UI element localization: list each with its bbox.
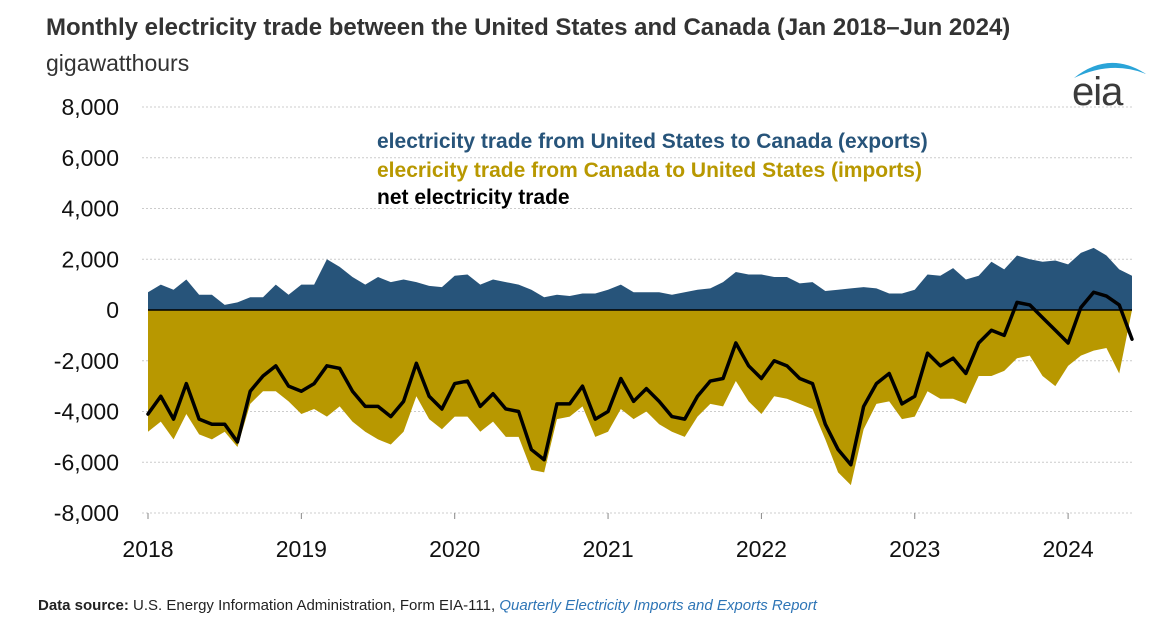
source-report-link[interactable]: Quarterly Electricity Imports and Export… — [499, 597, 817, 614]
x-tick-label: 2018 — [122, 536, 173, 562]
x-axis: 2018 2019 2020 2021 2022 2023 2024 — [122, 513, 1094, 562]
y-axis: 8,000 6,000 4,000 2,000 0 -2,000 -4,000 -6,000 -… — [54, 94, 119, 526]
x-tick-label: 2020 — [429, 536, 480, 562]
legend-entry: electricity trade from United States to … — [377, 130, 928, 153]
y-tick-label: 4,000 — [61, 196, 119, 222]
line-series — [146, 290, 1134, 467]
net-trade-line — [146, 290, 1134, 467]
y-tick-label: -4,000 — [54, 399, 119, 425]
x-tick-label: 2022 — [736, 536, 787, 562]
source-label: Data source: — [38, 597, 129, 614]
y-tick-label: -8,000 — [54, 500, 119, 526]
y-tick-label: -6,000 — [54, 449, 119, 475]
x-tick-label: 2024 — [1043, 536, 1094, 562]
source-text: U.S. Energy Information Administration, … — [128, 597, 500, 614]
x-tick-label: 2021 — [582, 536, 633, 562]
legend-entry: net electricity trade — [377, 186, 570, 209]
legend-entry: elecricity trade from Canada to United S… — [377, 159, 922, 182]
y-tick-label: 2,000 — [61, 246, 119, 272]
data-source: Data source: U.S. Energy Information Adm… — [38, 597, 817, 614]
y-tick-label: 8,000 — [61, 94, 119, 120]
logo-swoosh-icon — [1074, 62, 1146, 78]
chart-title: Monthly electricity trade between the Un… — [46, 14, 1011, 41]
y-tick-label: 6,000 — [61, 145, 119, 171]
y-tick-label: -2,000 — [54, 348, 119, 374]
area-series — [148, 247, 1132, 486]
x-tick-label: 2019 — [276, 536, 327, 562]
legend: electricity trade from United States to … — [377, 130, 928, 209]
area-exports — [148, 247, 1132, 310]
area-imports — [148, 310, 1132, 486]
chart-subtitle: gigawatthours — [46, 50, 190, 76]
y-tick-label: 0 — [106, 297, 119, 323]
x-tick-label: 2023 — [889, 536, 940, 562]
